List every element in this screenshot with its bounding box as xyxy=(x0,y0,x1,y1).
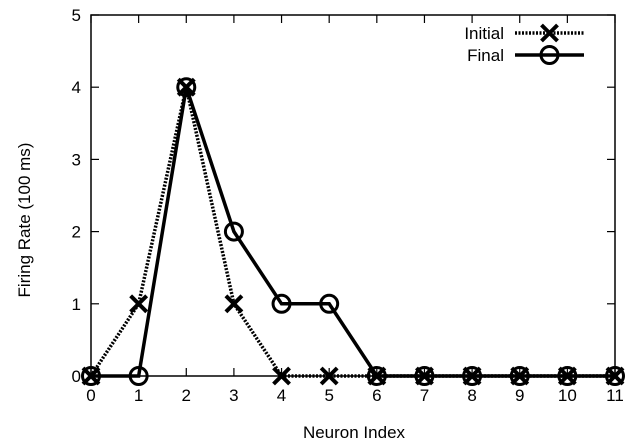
data-point-final xyxy=(223,221,244,242)
x-tick-label: 9 xyxy=(515,386,524,405)
data-point-initial xyxy=(129,294,149,314)
data-point-final xyxy=(128,366,149,386)
x-tick-label: 3 xyxy=(229,386,238,405)
plot-border xyxy=(90,14,616,377)
y-tick-label: 5 xyxy=(72,6,81,25)
axis-ticks: 0 1 2 3 4 5 6 7 8 9 10 11 0 1 2 3 4 5 xyxy=(72,6,624,405)
x-tick-label: 6 xyxy=(372,386,381,405)
x-tick-label: 7 xyxy=(420,386,429,405)
y-tick-label: 3 xyxy=(72,150,81,169)
y-tick-label: 4 xyxy=(72,78,81,97)
x-tick-label: 10 xyxy=(558,386,577,405)
series-layer xyxy=(81,77,625,386)
series-line-initial xyxy=(89,86,615,378)
x-tick-label: 2 xyxy=(182,386,191,405)
x-tick-label: 0 xyxy=(86,386,95,405)
y-tick-label: 0 xyxy=(72,367,81,386)
y-axis-label: Firing Rate (100 ms) xyxy=(15,143,34,298)
data-point-initial xyxy=(319,366,339,386)
legend-label-final: Final xyxy=(467,46,504,65)
data-point-final xyxy=(462,366,483,386)
data-point-final xyxy=(81,366,101,386)
y-tick-label: 1 xyxy=(72,295,81,314)
data-point-final xyxy=(271,293,292,314)
data-point-final xyxy=(366,366,387,386)
data-point-final xyxy=(605,366,625,386)
x-tick-label: 11 xyxy=(606,386,624,405)
data-point-final xyxy=(509,366,530,386)
plot-frame xyxy=(90,14,616,377)
data-point-initial xyxy=(224,294,244,314)
legend-marker-final xyxy=(539,45,560,65)
series-final xyxy=(81,77,625,386)
data-point-final xyxy=(319,293,340,314)
legend-marker-initial xyxy=(540,23,559,43)
series-line-final xyxy=(91,86,615,378)
data-point-final xyxy=(557,366,578,386)
legend: Initial Final xyxy=(464,23,584,65)
data-point-final xyxy=(414,366,435,386)
x-tick-label: 5 xyxy=(324,386,333,405)
legend-label-initial: Initial xyxy=(464,24,504,43)
y-tick-label: 2 xyxy=(72,223,81,242)
data-point-final xyxy=(176,77,197,98)
x-tick-label: 8 xyxy=(467,386,476,405)
x-tick-label: 1 xyxy=(134,386,143,405)
x-axis-label: Neuron Index xyxy=(303,423,406,442)
x-tick-label: 4 xyxy=(277,386,286,405)
data-point-initial xyxy=(272,366,291,386)
